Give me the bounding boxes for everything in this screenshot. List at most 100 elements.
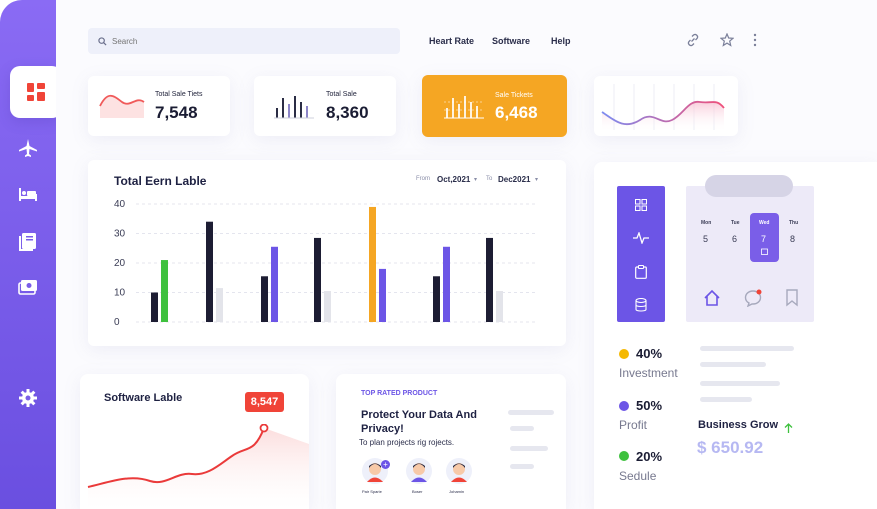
from-label: From — [416, 176, 430, 182]
money-icon[interactable] — [18, 277, 38, 297]
stat-card-total-sale[interactable]: Total Sale 8,360 — [254, 76, 396, 136]
star-icon[interactable] — [720, 33, 734, 47]
link-icon[interactable] — [686, 33, 700, 47]
bookmark-icon[interactable] — [785, 289, 799, 307]
from-date-select[interactable]: Oct,2021 — [437, 175, 471, 184]
wave-chart-icon — [99, 94, 145, 118]
avatar[interactable] — [406, 458, 432, 484]
avatar[interactable] — [446, 458, 472, 484]
chart-bar[interactable] — [161, 260, 168, 322]
chart-title: Total Eern Lable — [114, 174, 207, 188]
bed-icon[interactable] — [18, 184, 38, 204]
database-icon[interactable] — [635, 298, 647, 312]
calendar-icon — [761, 248, 768, 255]
chat-icon[interactable] — [744, 289, 762, 307]
calendar-day-number[interactable]: 8 — [790, 234, 796, 244]
business-grow-value: $ 650.92 — [697, 438, 764, 457]
book-icon[interactable] — [18, 232, 38, 252]
sidebar — [0, 0, 62, 509]
person-name: Boser — [412, 489, 423, 494]
y-tick-label: 0 — [114, 317, 120, 328]
mini-toolbar — [617, 186, 665, 322]
chart-bar[interactable] — [496, 291, 503, 322]
arrow-up-icon — [784, 423, 793, 433]
to-date-select[interactable]: Dec2021 — [498, 175, 531, 184]
calendar-day-number[interactable]: 7 — [761, 234, 767, 244]
more-icon[interactable] — [752, 33, 758, 47]
software-title: Software Lable — [104, 392, 183, 404]
product-subtitle: To plan projects rig rojects. — [359, 438, 455, 447]
trend-line-chart — [601, 84, 725, 132]
stat-label: Total Sale Tiets — [155, 91, 203, 98]
to-label: To — [486, 176, 493, 182]
stat-label: Total Sale — [326, 91, 357, 98]
business-grow-title: Business Grow — [698, 419, 779, 431]
chart-bar[interactable] — [486, 237, 493, 322]
product-tag: TOP RATED PRODUCT — [361, 390, 438, 397]
legend-label: Investment — [619, 366, 678, 380]
stat-value: 6,468 — [495, 103, 538, 122]
stat-value: 7,548 — [155, 103, 198, 122]
calendar-header-pill — [705, 175, 793, 197]
chart-bar[interactable] — [261, 276, 268, 322]
chart-bar[interactable] — [216, 288, 223, 322]
add-icon[interactable]: + — [381, 460, 390, 469]
profit-dot — [619, 401, 629, 411]
legend-percent: 20% — [636, 449, 663, 464]
chart-bar[interactable] — [271, 246, 278, 322]
search-input[interactable] — [112, 28, 392, 54]
bar-chart-icon — [444, 96, 484, 119]
growth-line-chart — [87, 424, 309, 509]
nav-software[interactable]: Software — [492, 36, 531, 46]
product-card: TOP RATED PRODUCT Protect Your Data And … — [336, 374, 566, 509]
trend-card — [594, 76, 738, 136]
clipboard-icon[interactable] — [635, 265, 647, 279]
chart-bar[interactable] — [151, 292, 158, 323]
avatar[interactable]: + — [362, 458, 390, 484]
placeholder-line — [700, 346, 794, 351]
stat-card-sale-tickets[interactable]: Sale Tickets 6,468 — [422, 75, 567, 137]
chart-bar[interactable] — [324, 291, 331, 322]
search-icon — [98, 37, 107, 46]
calendar-day-name: Mon — [701, 220, 712, 226]
investment-dot — [619, 349, 629, 359]
person-icon — [367, 463, 383, 482]
stat-label: Sale Tickets — [495, 92, 533, 99]
legend-label: Profit — [619, 418, 648, 432]
calendar-day-name: Thu — [789, 220, 799, 226]
chevron-down-icon: ▾ — [474, 177, 478, 183]
home-icon[interactable] — [703, 289, 721, 307]
placeholder-line — [510, 446, 548, 451]
calendar-day-number[interactable]: 5 — [703, 234, 709, 244]
placeholder-line — [510, 464, 534, 469]
calendar-day-name: Tue — [731, 220, 740, 226]
y-tick-label: 10 — [114, 288, 126, 299]
chart-bar[interactable] — [443, 246, 450, 322]
stat-card-total-sale-tiets[interactable]: Total Sale Tiets 7,548 — [88, 76, 230, 136]
placeholder-line — [700, 362, 766, 367]
chart-bar[interactable] — [369, 206, 376, 322]
y-tick-label: 40 — [114, 199, 126, 210]
settings-icon[interactable] — [18, 388, 38, 408]
plane-icon[interactable] — [18, 138, 38, 158]
legend-label: Sedule — [619, 469, 657, 483]
person-icon — [411, 463, 427, 482]
dashboard-icon — [27, 83, 45, 101]
value-badge: 8,547 — [245, 392, 284, 412]
chart-bar[interactable] — [433, 276, 440, 322]
chart-bar[interactable] — [314, 237, 321, 322]
chart-bar[interactable] — [379, 268, 386, 322]
bar-chart-icon — [274, 96, 314, 119]
selected-day[interactable] — [750, 213, 779, 262]
search-bar[interactable] — [88, 28, 400, 54]
stat-value: 8,360 — [326, 103, 369, 122]
nav-help[interactable]: Help — [551, 36, 571, 46]
calendar-day-number[interactable]: 6 — [732, 234, 738, 244]
sidebar-item-dashboard[interactable] — [10, 66, 62, 118]
chart-bar[interactable] — [206, 221, 213, 322]
grid-icon[interactable] — [635, 199, 647, 211]
pulse-icon[interactable] — [633, 232, 649, 244]
legend-percent: 40% — [636, 346, 663, 361]
nav-heart-rate[interactable]: Heart Rate — [429, 36, 475, 46]
person-name: Pair Sparie — [362, 489, 382, 494]
